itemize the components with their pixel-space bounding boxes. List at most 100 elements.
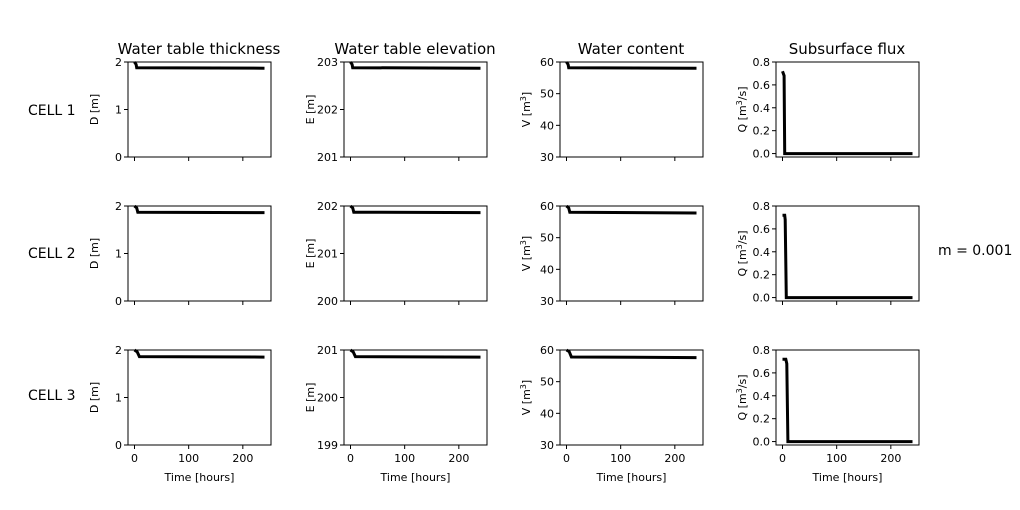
x-tick-label: 100 bbox=[394, 452, 415, 465]
column-title-elevation: Water table elevation bbox=[334, 40, 495, 58]
y-tick-label: 0.6 bbox=[753, 79, 771, 92]
y-tick-label: 60 bbox=[540, 344, 554, 357]
series-line bbox=[565, 348, 697, 360]
y-axis-label: E [m] bbox=[304, 383, 317, 413]
y-tick-label: 202 bbox=[317, 200, 338, 213]
y-tick-label: 201 bbox=[317, 344, 338, 357]
y-axis-label: V [m3] bbox=[519, 380, 534, 415]
y-tick-label: 0.0 bbox=[753, 292, 771, 305]
panel-r3-c1: 0 1 2 0 100 200 D [m] Time [hours] bbox=[88, 344, 272, 484]
series-line bbox=[781, 70, 913, 156]
x-tick-label: 200 bbox=[232, 452, 253, 465]
y-tick-label: 50 bbox=[540, 376, 554, 389]
y-tick-label: 40 bbox=[540, 263, 554, 276]
column-title-content: Water content bbox=[578, 40, 685, 58]
y-tick-label: 50 bbox=[540, 88, 554, 101]
y-tick-label: 0.4 bbox=[753, 246, 771, 259]
x-axis-label: Time [hours] bbox=[596, 471, 667, 484]
y-tick-label: 1 bbox=[115, 392, 122, 405]
plot-frame bbox=[127, 349, 272, 446]
y-tick-label: 0.6 bbox=[753, 367, 771, 380]
y-tick-label: 200 bbox=[317, 295, 338, 308]
y-tick-label: 1 bbox=[115, 248, 122, 261]
panel-r3-c3: 30 40 50 60 0 100 200 V [m3] Time [hours] bbox=[519, 344, 704, 484]
y-tick-label: 0.8 bbox=[753, 200, 771, 213]
x-tick-label: 200 bbox=[880, 452, 901, 465]
plot-frame bbox=[775, 61, 920, 158]
x-axis-label: Time [hours] bbox=[380, 471, 451, 484]
y-tick-label: 199 bbox=[317, 439, 338, 452]
plot-frame bbox=[127, 205, 272, 302]
series-line bbox=[565, 61, 697, 70]
y-tick-label: 30 bbox=[540, 439, 554, 452]
x-tick-label: 100 bbox=[826, 452, 847, 465]
y-tick-label: 0.6 bbox=[753, 223, 771, 236]
x-tick-label: 200 bbox=[448, 452, 469, 465]
panel-r1-c2: 201 202 203 E [m] bbox=[304, 56, 488, 164]
y-axis-label: Q [m3/s] bbox=[735, 375, 750, 421]
series-line bbox=[782, 213, 913, 300]
panel-r2-c1: 0 1 2 D [m] bbox=[88, 200, 272, 308]
x-tick-label: 200 bbox=[664, 452, 685, 465]
panel-r2-c3: 30 40 50 60 V [m3] bbox=[519, 200, 704, 308]
y-axis-label: E [m] bbox=[304, 239, 317, 269]
x-tick-label: 0 bbox=[131, 452, 138, 465]
x-tick-label: 0 bbox=[563, 452, 570, 465]
plot-frame bbox=[343, 205, 488, 302]
series-line bbox=[133, 204, 265, 215]
y-tick-label: 2 bbox=[115, 200, 122, 213]
y-tick-label: 0.4 bbox=[753, 390, 771, 403]
y-tick-label: 200 bbox=[317, 392, 338, 405]
y-tick-label: 201 bbox=[317, 151, 338, 164]
column-title-thickness: Water table thickness bbox=[118, 40, 281, 58]
y-axis-label: Q [m3/s] bbox=[735, 87, 750, 133]
series-line bbox=[133, 61, 265, 70]
y-tick-label: 203 bbox=[317, 56, 338, 69]
y-tick-label: 0 bbox=[115, 295, 122, 308]
column-title-flux: Subsurface flux bbox=[789, 40, 906, 58]
series-line bbox=[133, 348, 265, 359]
y-tick-label: 0.0 bbox=[753, 436, 771, 449]
series-line bbox=[349, 61, 481, 70]
y-axis-label: V [m3] bbox=[519, 92, 534, 127]
series-line bbox=[349, 204, 481, 215]
panel-r1-c4: 0.0 0.2 0.4 0.6 0.8 Q [m3/s] bbox=[735, 56, 920, 161]
y-tick-label: 30 bbox=[540, 295, 554, 308]
x-axis-label: Time [hours] bbox=[164, 471, 235, 484]
panel-r2-c2: 200 201 202 E [m] bbox=[304, 200, 488, 308]
y-tick-label: 202 bbox=[317, 104, 338, 117]
y-tick-label: 1 bbox=[115, 104, 122, 117]
y-tick-label: 0.2 bbox=[753, 413, 771, 426]
x-tick-label: 0 bbox=[347, 452, 354, 465]
panel-r1-c1: 0 1 2 D [m] bbox=[88, 56, 272, 164]
y-tick-label: 0.8 bbox=[753, 56, 771, 69]
y-axis-label: E [m] bbox=[304, 95, 317, 125]
y-tick-label: 50 bbox=[540, 232, 554, 245]
y-tick-label: 60 bbox=[540, 56, 554, 69]
y-axis-label: D [m] bbox=[88, 94, 101, 125]
y-tick-label: 0 bbox=[115, 439, 122, 452]
plot-frame bbox=[559, 205, 704, 302]
plot-frame bbox=[775, 205, 920, 302]
plot-frame bbox=[559, 61, 704, 158]
plot-frame bbox=[559, 349, 704, 446]
y-tick-label: 30 bbox=[540, 151, 554, 164]
x-tick-label: 100 bbox=[610, 452, 631, 465]
panel-r1-c3: 30 40 50 60 V [m3] bbox=[519, 56, 704, 164]
y-tick-label: 0 bbox=[115, 151, 122, 164]
x-tick-label: 0 bbox=[779, 452, 786, 465]
y-tick-label: 0.2 bbox=[753, 125, 771, 138]
series-line bbox=[349, 348, 481, 359]
series-line bbox=[782, 357, 913, 444]
x-tick-label: 100 bbox=[178, 452, 199, 465]
row-label-cell-1: CELL 1 bbox=[28, 103, 76, 119]
x-axis-label: Time [hours] bbox=[812, 471, 883, 484]
plot-frame bbox=[127, 61, 272, 158]
parameter-annotation: m = 0.001 bbox=[938, 243, 1012, 259]
y-tick-label: 2 bbox=[115, 56, 122, 69]
y-tick-label: 40 bbox=[540, 407, 554, 420]
y-tick-label: 0.0 bbox=[753, 148, 771, 161]
